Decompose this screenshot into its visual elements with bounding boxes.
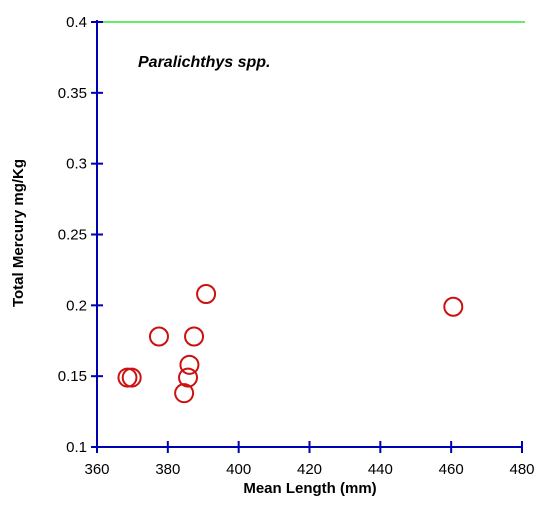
- species-annotation: Paralichthys spp.: [138, 54, 271, 71]
- y-tick-label: 0.35: [58, 85, 87, 102]
- y-tick-label: 0.25: [58, 227, 87, 244]
- x-axis-title: Mean Length (mm): [243, 480, 376, 497]
- data-point: [117, 367, 138, 388]
- x-tick-label: 440: [368, 461, 393, 478]
- data-point: [148, 326, 169, 347]
- data-point: [443, 296, 464, 317]
- data-point: [121, 367, 142, 388]
- y-tick-label: 0.4: [66, 14, 87, 31]
- data-point: [178, 367, 199, 388]
- x-tick-label: 480: [509, 461, 534, 478]
- y-tick-label: 0.2: [66, 297, 87, 314]
- x-tick-label: 380: [155, 461, 180, 478]
- data-point: [196, 284, 217, 304]
- data-point: [184, 326, 205, 347]
- y-tick-label: 0.3: [66, 156, 87, 173]
- x-tick-label: 360: [84, 461, 109, 478]
- data-point: [179, 354, 200, 375]
- y-tick-label: 0.1: [66, 439, 87, 456]
- y-tick-label: 0.15: [58, 368, 87, 385]
- y-axis-title: Total Mercury mg/Kg: [10, 159, 27, 307]
- x-tick-label: 400: [226, 461, 251, 478]
- x-tick-label: 420: [297, 461, 322, 478]
- x-tick-label: 460: [439, 461, 464, 478]
- data-point: [174, 383, 195, 404]
